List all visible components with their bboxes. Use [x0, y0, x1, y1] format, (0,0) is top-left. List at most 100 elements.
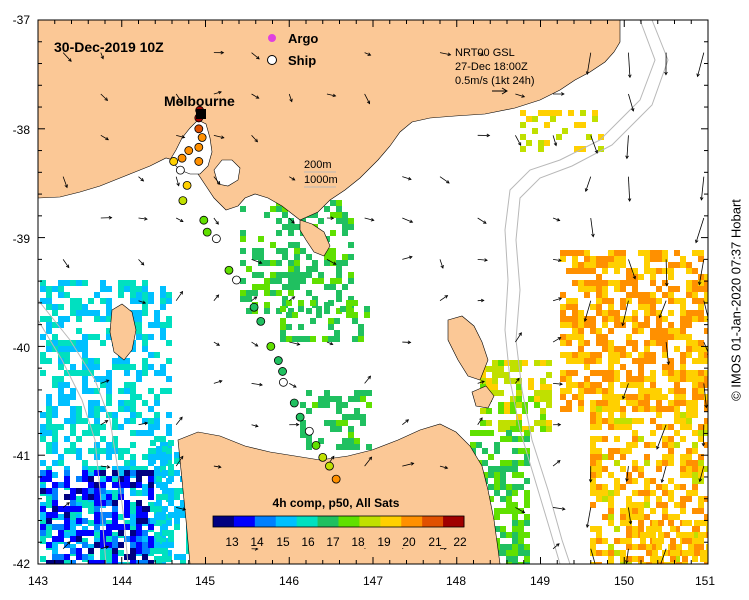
sst-pixel: [118, 448, 124, 454]
sst-pixel: [252, 248, 258, 254]
sst-pixel: [82, 352, 88, 358]
sst-pixel: [318, 438, 324, 444]
current-vector: [100, 52, 104, 59]
sst-pixel: [614, 250, 620, 256]
sst-pixel: [136, 530, 142, 536]
sst-pixel: [534, 420, 540, 426]
sst-pixel: [82, 502, 88, 508]
current-vector: [703, 300, 708, 319]
sst-pixel: [328, 336, 334, 342]
sst-pixel: [154, 424, 160, 430]
sst-pixel: [500, 484, 506, 490]
sst-pixel: [52, 512, 58, 518]
sst-pixel: [58, 530, 64, 536]
sst-pixel: [112, 554, 118, 560]
current-vector: [695, 217, 705, 243]
current-vector: [552, 337, 561, 343]
sst-pixel: [524, 502, 530, 508]
sst-pixel: [360, 396, 366, 402]
sst-pixel: [638, 364, 644, 370]
current-vector-head: [140, 177, 145, 182]
current-vector: [213, 380, 223, 384]
sst-pixel: [516, 426, 522, 432]
sst-pixel: [70, 394, 76, 400]
sst-pixel: [518, 484, 524, 490]
sst-pixel: [692, 316, 698, 322]
sst-pixel: [492, 360, 498, 366]
sst-pixel: [124, 448, 130, 454]
sst-pixel: [46, 316, 52, 322]
sst-pixel: [336, 426, 342, 432]
sst-pixel: [312, 260, 318, 266]
sst-pixel: [596, 484, 602, 490]
sst-pixel: [76, 412, 82, 418]
sst-pixel: [638, 382, 644, 388]
sst-pixel: [512, 472, 518, 478]
current-vector: [515, 507, 525, 514]
ship-label: Ship: [288, 53, 316, 68]
current-vector: [552, 543, 560, 550]
sst-pixel: [358, 330, 364, 336]
sst-pixel: [118, 454, 124, 460]
sst-pixel: [40, 298, 46, 304]
sst-pixel: [64, 554, 70, 560]
sst-pixel: [492, 372, 498, 378]
sst-pixel: [480, 372, 486, 378]
sst-pixel: [160, 286, 166, 292]
sst-pixel: [656, 424, 662, 430]
sst-pixel: [88, 364, 94, 370]
sst-pixel: [100, 550, 106, 556]
current-vector-head: [585, 71, 590, 75]
sst-pixel: [620, 364, 626, 370]
sst-pixel: [322, 336, 328, 342]
sst-pixel: [354, 444, 360, 450]
sst-pixel: [578, 310, 584, 316]
sst-pixel: [626, 526, 632, 532]
sst-pixel: [656, 484, 662, 490]
sst-pixel: [704, 358, 708, 364]
sst-pixel: [674, 406, 680, 412]
current-vector-head: [100, 55, 104, 60]
sst-pixel: [154, 412, 160, 418]
sst-pixel: [620, 466, 626, 472]
sst-pixel: [150, 506, 156, 512]
sst-pixel: [506, 544, 512, 550]
sst-pixel: [174, 524, 180, 530]
sst-pixel: [52, 550, 58, 556]
sst-pixel: [118, 424, 124, 430]
sst-pixel: [166, 358, 172, 364]
sst-pixel: [364, 312, 370, 318]
current-vector-head: [556, 460, 561, 464]
sst-pixel: [704, 424, 708, 430]
colorbar-tick: 14: [250, 535, 264, 549]
sst-pixel: [692, 358, 698, 364]
sst-pixel: [500, 526, 506, 532]
x-tick-label: 143: [28, 574, 48, 588]
sst-pixel: [154, 472, 160, 478]
sst-pixel: [566, 268, 572, 274]
sst-pixel: [264, 284, 270, 290]
sst-pixel: [270, 290, 276, 296]
sst-pixel: [506, 496, 512, 502]
sst-pixel: [282, 212, 288, 218]
sst-pixel: [640, 538, 646, 544]
sst-pixel: [58, 376, 64, 382]
sst-pixel: [106, 512, 112, 518]
sst-pixel: [88, 482, 94, 488]
current-vector: [100, 546, 109, 550]
sst-pixel: [142, 340, 148, 346]
sst-pixel: [124, 400, 130, 406]
land-king-island: [109, 303, 137, 361]
sst-pixel: [596, 334, 602, 340]
western-port: [213, 159, 241, 187]
sst-pixel: [632, 556, 638, 562]
sst-pixel: [482, 460, 488, 466]
sst-pixel: [506, 430, 512, 436]
sst-pixel: [154, 310, 160, 316]
sst-pixel: [650, 298, 656, 304]
sst-pixel: [76, 496, 82, 502]
sst-pixel: [166, 454, 172, 460]
axis-ticks: [37, 19, 709, 565]
sst-pixel: [596, 340, 602, 346]
current-vector: [176, 134, 185, 138]
